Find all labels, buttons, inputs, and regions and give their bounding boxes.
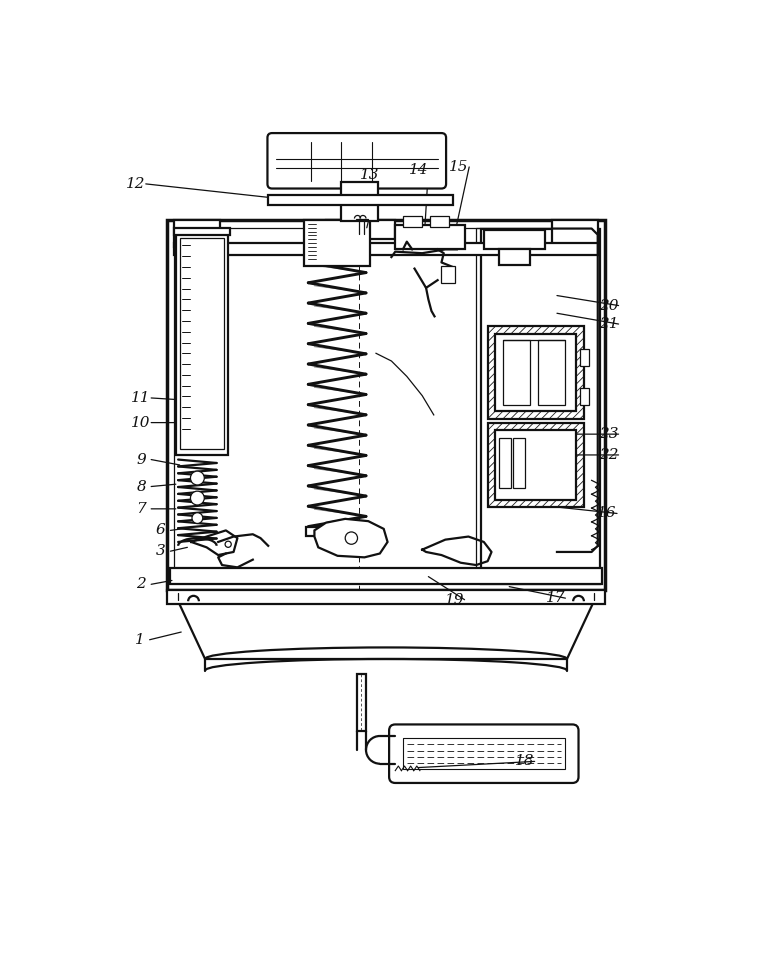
Bar	[395, 224, 464, 249]
Bar	[476, 228, 599, 582]
Text: 22: 22	[599, 448, 618, 462]
Bar	[176, 232, 228, 455]
Bar	[403, 738, 565, 769]
FancyBboxPatch shape	[389, 725, 578, 783]
Text: 1: 1	[135, 633, 144, 647]
Bar	[341, 182, 378, 221]
Bar	[174, 228, 229, 236]
Bar	[487, 327, 584, 418]
Bar	[538, 340, 565, 405]
Bar	[442, 266, 456, 284]
Text: 23: 23	[599, 427, 618, 441]
Text: 20: 20	[599, 299, 618, 312]
Text: 18: 18	[515, 754, 535, 769]
Text: 3: 3	[156, 544, 165, 558]
Bar	[495, 431, 576, 499]
Bar	[430, 216, 450, 227]
Text: 19: 19	[445, 593, 464, 606]
Text: 16: 16	[598, 506, 617, 520]
Bar	[356, 674, 366, 731]
Text: 11: 11	[132, 391, 151, 405]
Text: 9: 9	[136, 453, 146, 467]
Text: 2: 2	[136, 578, 146, 591]
Text: 15: 15	[449, 159, 469, 174]
Polygon shape	[178, 602, 594, 659]
Bar	[499, 438, 511, 488]
Bar	[305, 220, 370, 266]
FancyBboxPatch shape	[267, 133, 446, 188]
Bar	[181, 238, 223, 449]
Text: 17: 17	[546, 591, 565, 605]
Bar	[480, 228, 600, 584]
Bar	[306, 526, 368, 536]
Bar	[174, 228, 598, 582]
Bar	[580, 388, 589, 405]
Circle shape	[191, 471, 205, 485]
Bar	[326, 220, 395, 240]
Circle shape	[191, 491, 205, 505]
Bar	[487, 423, 584, 507]
Circle shape	[345, 532, 357, 544]
Text: 10: 10	[132, 415, 151, 430]
Bar	[268, 196, 453, 204]
Bar	[513, 438, 525, 488]
Bar	[167, 589, 605, 604]
Bar	[167, 220, 605, 589]
Bar	[580, 350, 589, 367]
Bar	[484, 230, 546, 249]
Text: 13: 13	[360, 168, 380, 181]
Bar	[174, 220, 220, 247]
Text: 7: 7	[136, 501, 146, 516]
Bar	[403, 216, 422, 227]
Bar	[503, 340, 530, 405]
Bar	[170, 568, 601, 584]
Circle shape	[192, 513, 203, 523]
Text: 6: 6	[156, 523, 165, 538]
Text: 14: 14	[408, 163, 428, 177]
Bar	[552, 220, 598, 247]
Text: 12: 12	[126, 177, 146, 191]
Bar	[174, 244, 598, 255]
Polygon shape	[315, 519, 388, 558]
Bar	[499, 249, 530, 265]
Text: 21: 21	[599, 317, 618, 331]
Circle shape	[225, 541, 231, 547]
Text: 8: 8	[136, 479, 146, 494]
Bar	[495, 334, 576, 411]
